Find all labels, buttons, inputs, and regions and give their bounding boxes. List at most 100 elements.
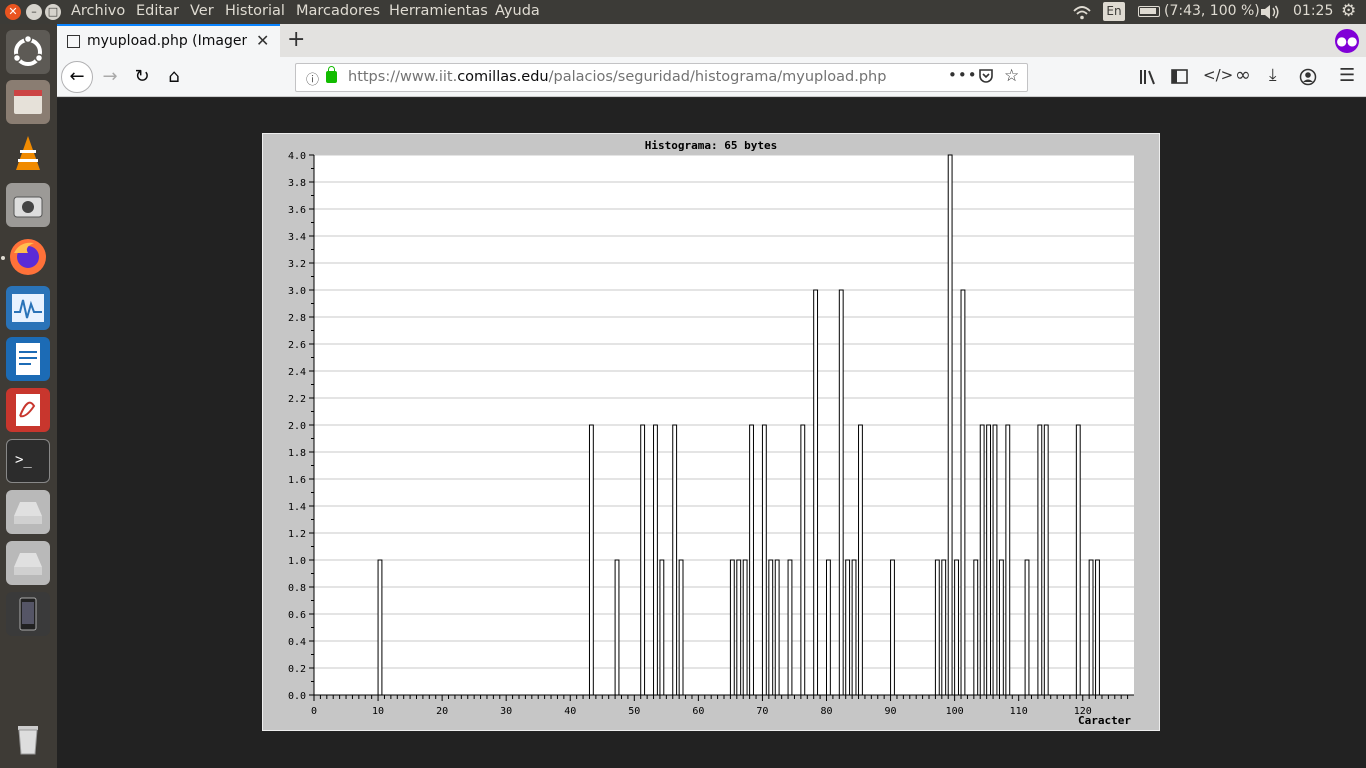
histogram-bar	[768, 559, 774, 696]
close-window-button[interactable]: ✕	[5, 4, 21, 20]
menu-ayuda[interactable]: Ayuda	[495, 3, 540, 19]
histogram-bar	[377, 559, 383, 696]
histogram-bar	[858, 424, 863, 696]
histogram-bar	[614, 559, 620, 696]
histogram-bar	[986, 424, 991, 696]
histogram-bar	[749, 424, 754, 696]
writer-icon[interactable]	[6, 337, 50, 381]
y-tick-label: 0.8	[288, 583, 306, 594]
menu-archivo[interactable]: Archivo	[71, 3, 126, 19]
close-tab-icon[interactable]: ✕	[256, 31, 270, 50]
volume-icon[interactable]	[1260, 5, 1280, 19]
phone-icon[interactable]	[6, 592, 50, 636]
histogram-bar	[960, 289, 966, 696]
histogram-bar	[941, 559, 947, 696]
drive-icon[interactable]	[6, 490, 50, 534]
files-icon[interactable]	[6, 80, 50, 124]
histogram-bar	[1075, 424, 1081, 696]
y-tick-label: 3.6	[288, 205, 306, 216]
histogram-bar	[838, 289, 844, 696]
reload-button[interactable]: ↻	[134, 66, 150, 87]
url-bar[interactable]: ⓘ https://www.iit.comillas.edu/palacios/…	[295, 63, 1028, 92]
y-tick-label: 0.6	[288, 610, 306, 621]
x-tick-label: 10	[372, 706, 384, 717]
x-tick-label: 90	[885, 706, 897, 717]
back-button[interactable]: ←	[61, 61, 93, 93]
y-tick-label: 2.8	[288, 313, 306, 324]
infinity-icon[interactable]: ∞	[1235, 64, 1251, 86]
histogram-bar	[742, 559, 748, 696]
x-tick-label: 70	[756, 706, 768, 717]
y-tick-label: 2.4	[288, 367, 306, 378]
clock[interactable]: 01:25	[1293, 3, 1334, 19]
x-tick-label: 40	[564, 706, 576, 717]
screenshot-icon[interactable]	[6, 183, 50, 227]
trash-icon[interactable]	[6, 716, 50, 760]
histogram-bar	[1024, 559, 1030, 696]
histogram-bar	[979, 424, 985, 696]
x-tick-label: 120	[1074, 706, 1092, 717]
menu-herramientas[interactable]: Herramientas	[389, 3, 488, 19]
y-tick-label: 4.0	[288, 151, 306, 162]
tab-myupload[interactable]: myupload.php (Imagen PNG ✕	[57, 24, 280, 57]
lock-icon[interactable]	[326, 66, 337, 83]
top-panel: ✕ – □ Archivo Editar Ver Historial Marca…	[0, 0, 1366, 24]
firefox-icon[interactable]	[6, 235, 50, 279]
histogram-bar	[851, 559, 857, 696]
x-axis-label: Caracter	[1078, 714, 1131, 727]
histogram-bar	[787, 559, 793, 696]
menu-editar[interactable]: Editar	[136, 3, 179, 19]
x-tick-label: 60	[692, 706, 704, 717]
forward-button[interactable]: →	[102, 66, 118, 87]
histogram-bar	[640, 424, 646, 696]
bookmark-star-icon[interactable]: ☆	[1004, 66, 1020, 86]
y-tick-label: 2.2	[288, 394, 306, 405]
minimize-window-button[interactable]: –	[26, 4, 42, 20]
menu-icon[interactable]: ☰	[1339, 65, 1356, 86]
y-tick-label: 1.0	[288, 556, 306, 567]
y-tick-label: 1.4	[288, 502, 306, 513]
account-icon[interactable]	[1299, 68, 1317, 86]
page-actions-icon[interactable]: •••	[948, 66, 978, 84]
menu-historial[interactable]: Historial	[225, 3, 285, 19]
sidebar-icon[interactable]	[1171, 69, 1189, 85]
y-tick-label: 1.8	[288, 448, 306, 459]
home-button[interactable]: ⌂	[168, 66, 180, 87]
new-tab-button[interactable]: +	[287, 27, 306, 52]
system-monitor-icon[interactable]	[6, 286, 50, 330]
y-tick-label: 3.4	[288, 232, 306, 243]
terminal-icon[interactable]: >_	[6, 439, 50, 483]
histogram-bar	[672, 424, 678, 696]
image-file-icon	[67, 35, 80, 48]
ubuntu-dash-icon[interactable]	[6, 30, 50, 74]
url-text[interactable]: https://www.iit.comillas.edu/palacios/se…	[348, 69, 887, 85]
download-icon[interactable]: ⤓	[1269, 65, 1277, 85]
gear-icon[interactable]: ⚙	[1341, 1, 1357, 21]
info-icon[interactable]: ⓘ	[306, 73, 320, 88]
y-tick-label: 3.8	[288, 178, 306, 189]
pocket-icon[interactable]	[978, 68, 994, 88]
histogram-bar	[774, 559, 780, 696]
battery-status[interactable]: (7:43, 100 %)	[1164, 3, 1260, 19]
drive-icon[interactable]	[6, 541, 50, 585]
document-viewer-icon[interactable]	[6, 388, 50, 432]
histogram-bar	[890, 559, 895, 696]
histogram-bar	[826, 559, 831, 696]
histogram-bar	[736, 559, 742, 696]
keyboard-layout-indicator[interactable]: En	[1103, 2, 1125, 21]
y-tick-label: 0.2	[288, 664, 306, 675]
menu-ver[interactable]: Ver	[190, 3, 214, 19]
histogram-bar	[934, 559, 940, 696]
wifi-icon[interactable]	[1072, 4, 1092, 20]
vlc-icon[interactable]	[6, 132, 50, 176]
library-icon[interactable]	[1139, 69, 1157, 85]
private-browsing-icon: ●●	[1335, 29, 1359, 53]
developer-tools-icon[interactable]: </>	[1203, 66, 1234, 84]
histogram-bar	[729, 559, 735, 696]
x-tick-label: 50	[628, 706, 640, 717]
menu-marcadores[interactable]: Marcadores	[296, 3, 381, 19]
launcher: >_	[0, 24, 57, 768]
y-tick-label: 2.6	[288, 340, 306, 351]
battery-icon[interactable]	[1138, 6, 1160, 17]
maximize-window-button[interactable]: □	[45, 4, 61, 20]
